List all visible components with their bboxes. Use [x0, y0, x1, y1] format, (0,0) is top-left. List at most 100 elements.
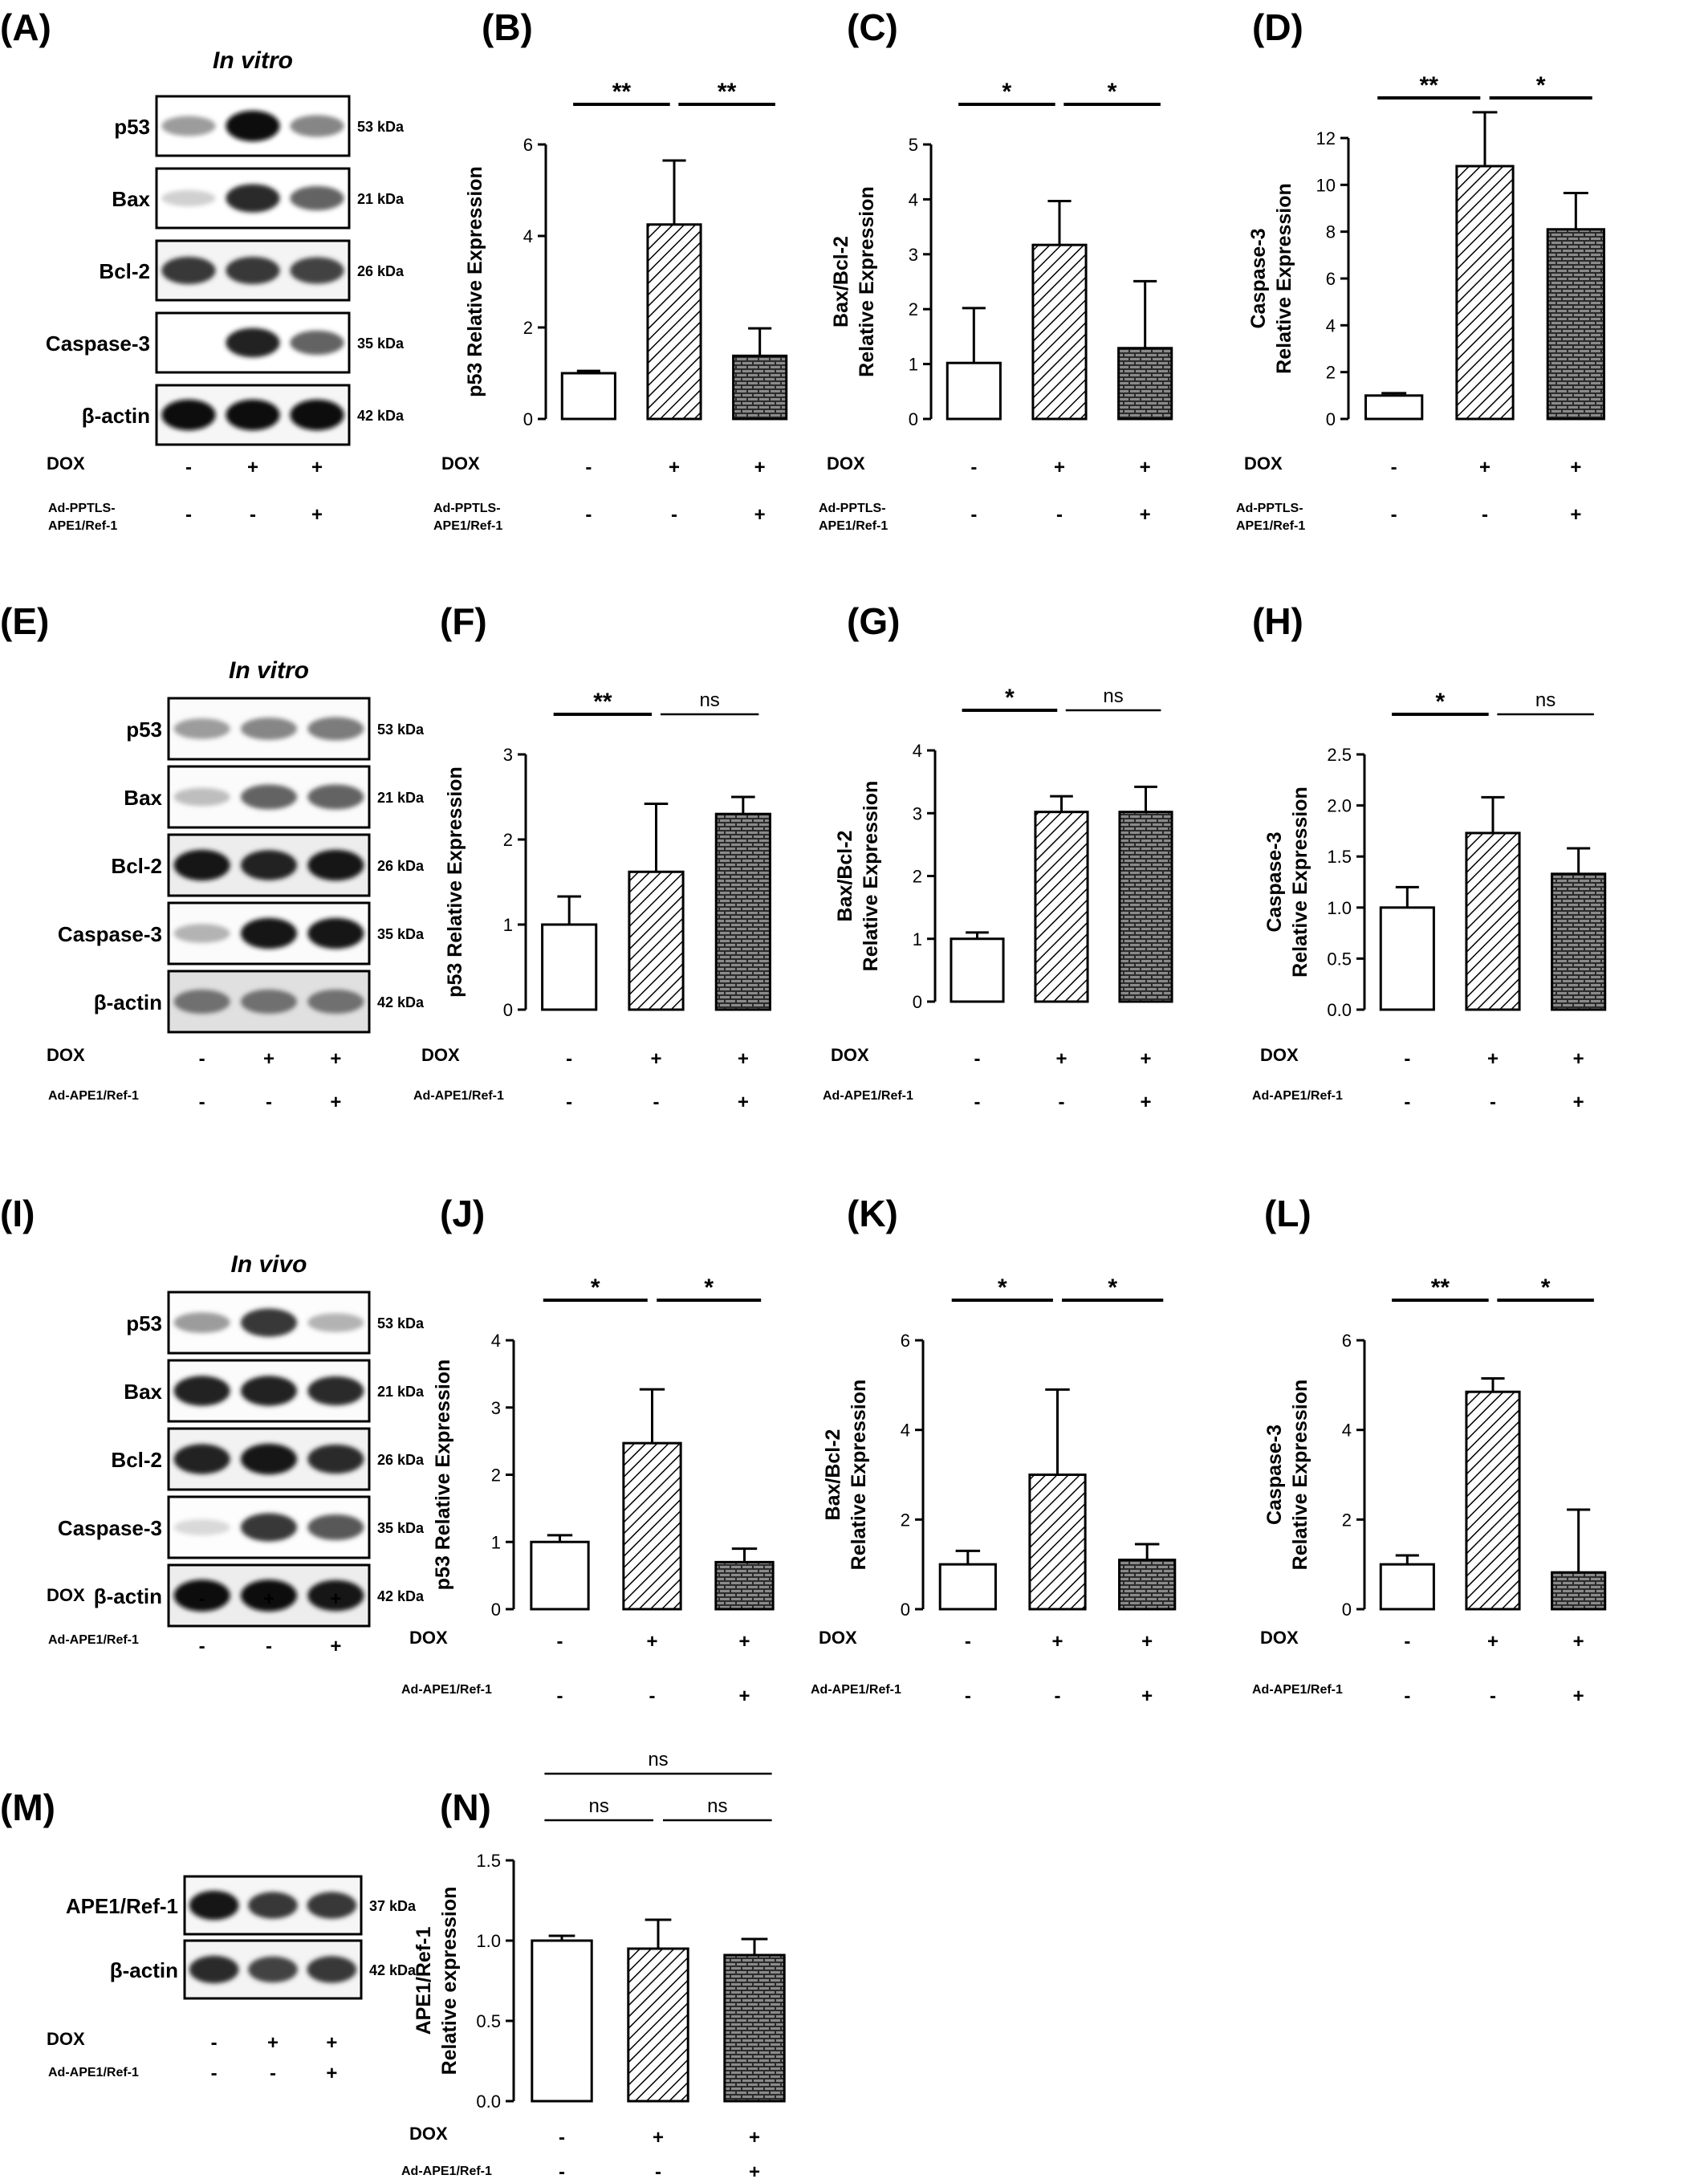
blot-band — [307, 1313, 364, 1332]
blot-band — [307, 1376, 364, 1406]
cond-label-treatment: APE1/Ref-1 — [48, 519, 117, 533]
significance-label: ** — [612, 79, 632, 105]
cond-sign: - — [1482, 504, 1488, 526]
cond-sign: - — [965, 1685, 971, 1707]
bar — [723, 1953, 786, 2103]
blot-band — [173, 1519, 230, 1535]
bar — [560, 372, 616, 421]
cond-sign: - — [211, 2032, 218, 2054]
cond-sign: + — [669, 457, 680, 478]
y-axis-label: p53 Relative Expression — [464, 166, 486, 397]
cond-sign: + — [1140, 457, 1151, 478]
cond-label-dox: DOX — [47, 2029, 85, 2049]
significance-label: ns — [1535, 689, 1556, 711]
blot-strip — [183, 1939, 363, 2000]
blot-band — [241, 1579, 297, 1612]
panel-letter: (J) — [440, 1193, 485, 1234]
band-kda: 42 kDa — [377, 1588, 425, 1604]
bar — [946, 361, 1002, 421]
cond-sign: + — [1573, 1685, 1584, 1707]
significance-label: ns — [699, 689, 719, 711]
blot-band — [173, 1444, 230, 1474]
blot-band — [241, 990, 297, 1014]
significance-label: * — [704, 1274, 714, 1301]
cond-label-treatment: APE1/Ref-1 — [433, 519, 502, 533]
blot-band — [241, 917, 297, 949]
band-kda: 53 kDa — [357, 119, 405, 135]
cond-sign: - — [1490, 1685, 1496, 1707]
y-tick-label: 1.5 — [476, 1851, 501, 1871]
blot-strip — [155, 239, 351, 302]
band-label: Bax — [124, 786, 162, 810]
cond-label-treatment: Ad-APE1/Ref-1 — [1252, 1683, 1343, 1697]
cond-sign: - — [559, 2161, 565, 2183]
cond-sign: + — [749, 2127, 760, 2148]
cond-label-dox: DOX — [47, 1585, 85, 1605]
blot-strip — [167, 833, 371, 897]
cond-label-dox: DOX — [441, 453, 480, 474]
significance-label: ** — [718, 79, 737, 105]
blot-band — [307, 1444, 364, 1474]
bar — [1028, 1474, 1087, 1611]
cond-sign: + — [650, 1048, 661, 1070]
bar-chart-panel: (F) 0 1 2 3 p53 Relative Expression ** ns DOX - + +… — [413, 600, 771, 1113]
y-tick-label: 0.5 — [1327, 949, 1352, 969]
blot-band — [248, 1892, 298, 1919]
bar — [541, 923, 598, 1011]
y-tick-label: 2 — [913, 867, 922, 887]
y-tick-label: 6 — [1326, 269, 1336, 289]
cond-sign: + — [1140, 1048, 1151, 1070]
y-tick-label: 12 — [1316, 128, 1336, 148]
y-axis-label: p53 Relative Expression — [444, 766, 466, 998]
blot-band — [307, 990, 364, 1014]
western-blot-panel: (I) In vivo p53 53 kDa Bax 21 kDa Bcl-2 26 kDa C… — [0, 1193, 425, 1657]
blot-band — [226, 256, 280, 285]
band-label: β-actin — [82, 404, 150, 428]
blot-heading: In vitro — [213, 47, 293, 74]
western-blot-panel: (M) APE1/Ref-1 37 kDa β-actin 42 kDa DOX - + + Ad… — [0, 1787, 417, 2084]
y-tick-label: 8 — [1326, 222, 1336, 242]
blot-band — [307, 1956, 357, 1983]
bar — [714, 812, 771, 1011]
bar — [714, 1560, 775, 1611]
cond-label-treatment: Ad-APE1/Ref-1 — [823, 1089, 913, 1103]
cond-sign: + — [1570, 504, 1581, 526]
y-tick-label: 2 — [523, 318, 533, 338]
cond-label-dox: DOX — [819, 1628, 857, 1648]
blot-band — [226, 110, 280, 142]
cond-sign: - — [566, 1048, 572, 1070]
cond-sign: + — [247, 457, 258, 478]
y-axis-label: Caspase-3 — [1263, 831, 1286, 932]
cond-sign: - — [199, 1588, 205, 1610]
significance-label: * — [591, 1274, 600, 1301]
cond-sign: + — [1573, 1092, 1584, 1113]
bar-chart-panel: (G) 0 1 2 3 4 Bax/Bcl-2 Relative Expression * ns D… — [823, 600, 1173, 1113]
cond-sign: - — [557, 1685, 563, 1707]
cond-sign: + — [738, 1685, 750, 1707]
cond-sign: + — [330, 1048, 341, 1070]
y-tick-label: 4 — [523, 226, 533, 246]
blot-band — [173, 924, 230, 943]
bar — [1465, 831, 1521, 1011]
band-label: Bax — [112, 187, 150, 211]
bar — [1551, 1571, 1607, 1611]
cond-sign: + — [326, 2032, 337, 2054]
bar — [1379, 1563, 1435, 1611]
y-axis-label: Relative Expression — [848, 1380, 870, 1571]
panel-letter: (B) — [482, 6, 533, 48]
panel-letter: (G) — [847, 600, 900, 642]
y-tick-label: 0.5 — [476, 2011, 501, 2031]
cond-sign: - — [974, 1092, 981, 1113]
blot-band — [173, 787, 230, 807]
y-tick-label: 0 — [523, 409, 533, 429]
blot-strip — [155, 384, 351, 446]
blot-band — [173, 718, 230, 739]
cond-sign: - — [970, 504, 977, 526]
cond-sign: + — [330, 1092, 341, 1113]
y-tick-label: 0 — [503, 1000, 513, 1020]
blot-strip — [167, 697, 371, 761]
blot-strip — [167, 901, 371, 965]
significance-label: ns — [707, 1795, 727, 1817]
cond-sign: - — [974, 1048, 981, 1070]
significance-label: * — [1108, 79, 1117, 105]
